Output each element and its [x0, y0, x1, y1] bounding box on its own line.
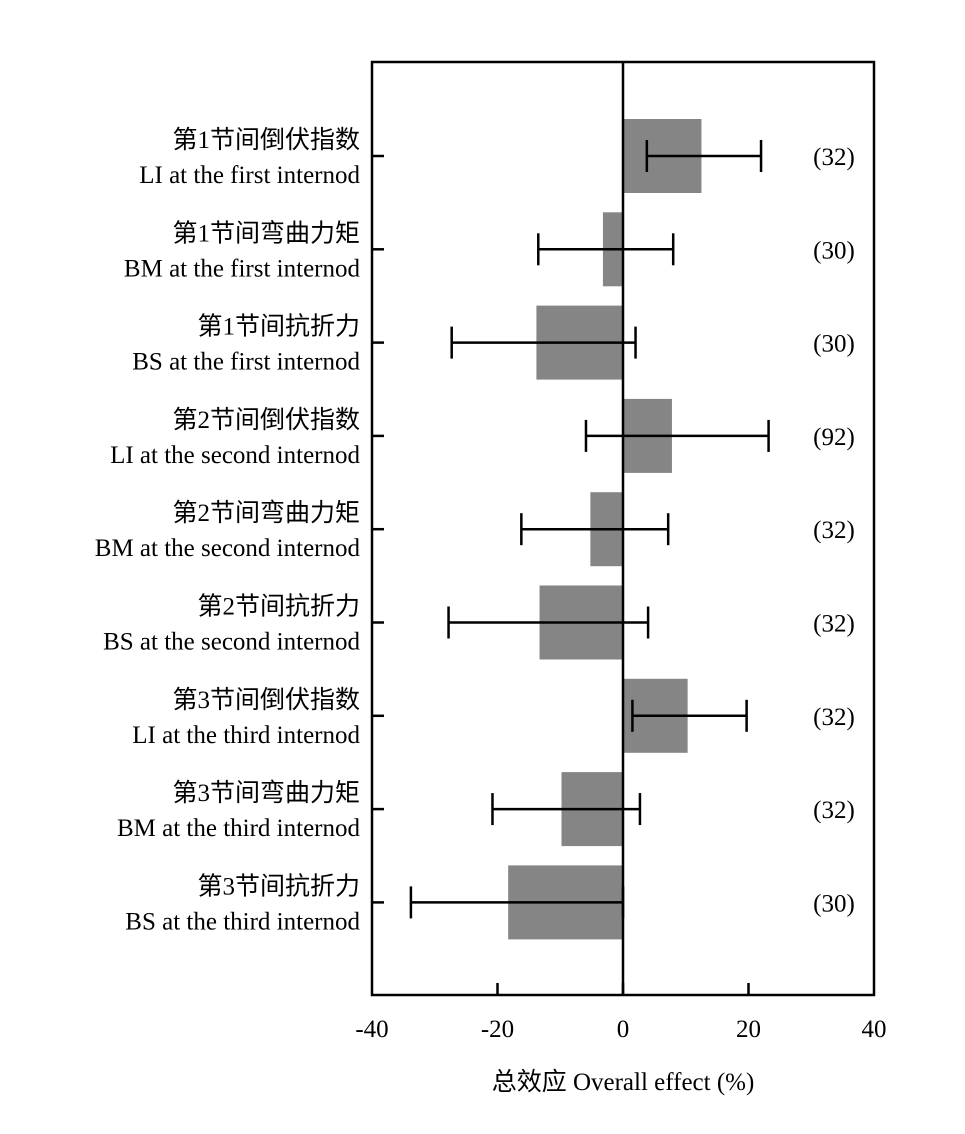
x-tick-label: 20 — [736, 1016, 761, 1043]
category-labels-layer: 第1节间倒伏指数 LI at the first internod 第1节间弯曲力矩… — [95, 126, 361, 935]
sample-size-label: (30) — [813, 331, 855, 358]
sample-size-label: (32) — [813, 144, 855, 171]
category-label-en: LI at the third internod — [132, 722, 360, 749]
y-ticks-layer — [372, 154, 384, 904]
error-bars-layer — [409, 140, 770, 919]
category-label-zh: 第2节间倒伏指数 — [172, 406, 360, 434]
category-label-zh: 第3节间抗折力 — [197, 872, 360, 900]
category-label-en: BM at the second internod — [95, 535, 361, 562]
category-label-en: BS at the first internod — [132, 349, 360, 376]
x-tick-label: -20 — [481, 1016, 514, 1043]
category-label-zh: 第1节间弯曲力矩 — [172, 219, 360, 247]
category-label-en: BS at the second internod — [103, 629, 360, 656]
sample-size-label: (32) — [813, 611, 855, 638]
category-label-en: BS at the third internod — [125, 908, 360, 935]
category-label-en: LI at the second internod — [110, 442, 360, 469]
sample-size-label: (30) — [813, 237, 855, 264]
sample-size-label: (32) — [813, 517, 855, 544]
x-tick-label: 0 — [617, 1016, 630, 1043]
sample-size-label: (32) — [813, 797, 855, 824]
sample-size-labels-layer: (32) (30) (30) (92) (32) (32) (32) (32) (30) — [813, 144, 855, 917]
sample-size-label: (32) — [813, 704, 855, 731]
category-label-en: BM at the third internod — [117, 815, 361, 842]
x-tick-label: -40 — [355, 1016, 388, 1043]
x-ticks-layer: -40 -20 0 20 40 — [355, 983, 887, 1043]
category-label-zh: 第3节间倒伏指数 — [172, 686, 360, 714]
category-label-zh: 第2节间抗折力 — [197, 593, 360, 621]
category-label-zh: 第1节间抗折力 — [197, 313, 360, 341]
sample-size-label: (30) — [813, 890, 855, 917]
category-label-zh: 第3节间弯曲力矩 — [172, 779, 360, 807]
x-axis-label: 总效应 Overall effect (%) — [492, 1068, 755, 1096]
category-label-en: BM at the first internod — [124, 255, 361, 282]
category-label-en: LI at the first internod — [139, 162, 360, 189]
category-label-zh: 第2节间弯曲力矩 — [172, 499, 360, 527]
category-label-zh: 第1节间倒伏指数 — [172, 126, 360, 154]
x-tick-label: 40 — [862, 1016, 887, 1043]
sample-size-label: (92) — [813, 424, 855, 451]
